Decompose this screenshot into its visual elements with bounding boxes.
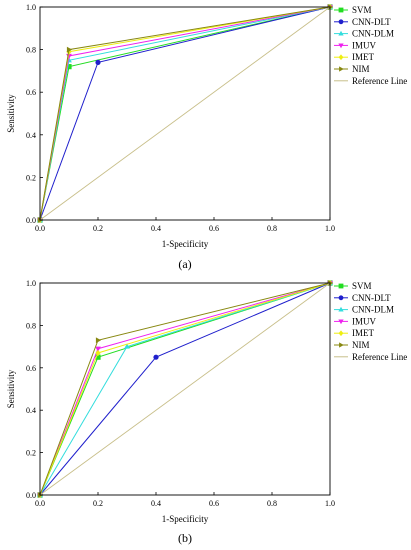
legend-label: IMET <box>352 52 374 62</box>
data-point <box>95 59 101 65</box>
y-tick-label: 0.6 <box>26 364 36 373</box>
y-tick-label: 1.0 <box>26 279 36 288</box>
legend-swatch-marker <box>338 330 344 337</box>
data-point <box>153 354 159 360</box>
x-tick-label: 0.2 <box>93 499 103 508</box>
legend-swatch-marker <box>338 319 344 325</box>
series-line <box>39 282 331 496</box>
legend-label: SVM <box>352 281 372 291</box>
panel-caption: (a) <box>178 257 191 271</box>
x-tick-label: 0.8 <box>267 224 277 233</box>
legend-label: IMET <box>352 328 374 338</box>
legend-label: Reference Line <box>352 352 407 362</box>
legend-swatch-marker <box>338 295 344 301</box>
legend-label: NIM <box>352 340 370 350</box>
y-tick-label: 0.8 <box>26 46 36 55</box>
y-tick-label: 1.0 <box>26 3 36 12</box>
data-point <box>95 346 101 352</box>
x-axis-label: 1-Specificity <box>162 514 209 524</box>
chart-panel-b: 0.0 0.2 0.4 0.6 0.8 1.0 0.0 0.2 0.4 0.6 0.8 1.0 1-Sp… <box>6 279 407 545</box>
series-line <box>39 6 331 221</box>
y-tick-label: 0.2 <box>26 449 36 458</box>
x-tick-label: 0.6 <box>209 499 219 508</box>
y-tick-label: 0.4 <box>26 131 36 140</box>
y-tick-label: 0.6 <box>26 88 36 97</box>
x-tick-label: 0.4 <box>151 499 161 508</box>
data-point <box>327 4 334 10</box>
legend-swatch-marker <box>338 43 344 49</box>
y-tick-label: 0.0 <box>26 216 36 225</box>
series-reference-line <box>39 6 331 221</box>
y-axis-label: Sensitivity <box>6 94 16 133</box>
x-tick-label: 0.6 <box>209 224 219 233</box>
legend-swatch-marker <box>339 342 344 348</box>
legend-swatch-marker <box>339 66 344 72</box>
y-tick-label: 0.8 <box>26 321 36 330</box>
legend-swatch-marker <box>338 7 344 13</box>
data-point <box>66 46 73 53</box>
y-axis-label: Sensitivity <box>6 369 16 408</box>
plot-frame <box>39 282 331 496</box>
data-point <box>95 337 102 344</box>
x-tick-label: 0.0 <box>35 499 45 508</box>
x-tick-label: 0.8 <box>267 499 277 508</box>
legend-label: IMUV <box>352 40 376 50</box>
chart-panel-a: 0.0 0.2 0.4 0.6 0.8 1.0 0.0 0.2 0.4 0.6 0.8 1.0 1-Sp… <box>6 3 407 271</box>
x-tick-label: 1.0 <box>325 499 335 508</box>
x-tick-label: 1.0 <box>325 224 335 233</box>
data-point <box>66 64 72 70</box>
panel-caption: (b) <box>178 531 192 545</box>
x-axis-label: 1-Specificity <box>162 239 209 249</box>
legend-swatch-marker <box>338 283 344 289</box>
x-tick-label: 0.0 <box>35 224 45 233</box>
y-tick-label: 0.4 <box>26 406 36 415</box>
y-tick-label: 0.2 <box>26 173 36 182</box>
legend-label: CNN-DLT <box>352 293 391 303</box>
x-tick-label: 0.4 <box>151 224 161 233</box>
legend-swatch-marker <box>338 54 344 61</box>
legend-label: CNN-DLT <box>352 17 391 27</box>
legend-label: NIM <box>352 64 370 74</box>
series-reference-line <box>39 282 331 496</box>
data-point <box>95 354 101 360</box>
legend-label: Reference Line <box>352 76 407 86</box>
data-point <box>327 280 334 286</box>
x-tick-label: 0.2 <box>93 224 103 233</box>
data-point <box>95 349 101 357</box>
legend-label: SVM <box>352 5 372 15</box>
legend-swatch-marker <box>338 19 344 25</box>
legend-label: CNN-DLM <box>352 305 394 315</box>
data-point <box>124 343 130 349</box>
legend-label: CNN-DLM <box>352 29 394 39</box>
legend-label: IMUV <box>352 316 376 326</box>
legend-swatch-marker <box>338 306 344 312</box>
y-tick-label: 0.0 <box>26 491 36 500</box>
plot-frame <box>39 6 331 221</box>
legend-swatch-marker <box>338 30 344 36</box>
